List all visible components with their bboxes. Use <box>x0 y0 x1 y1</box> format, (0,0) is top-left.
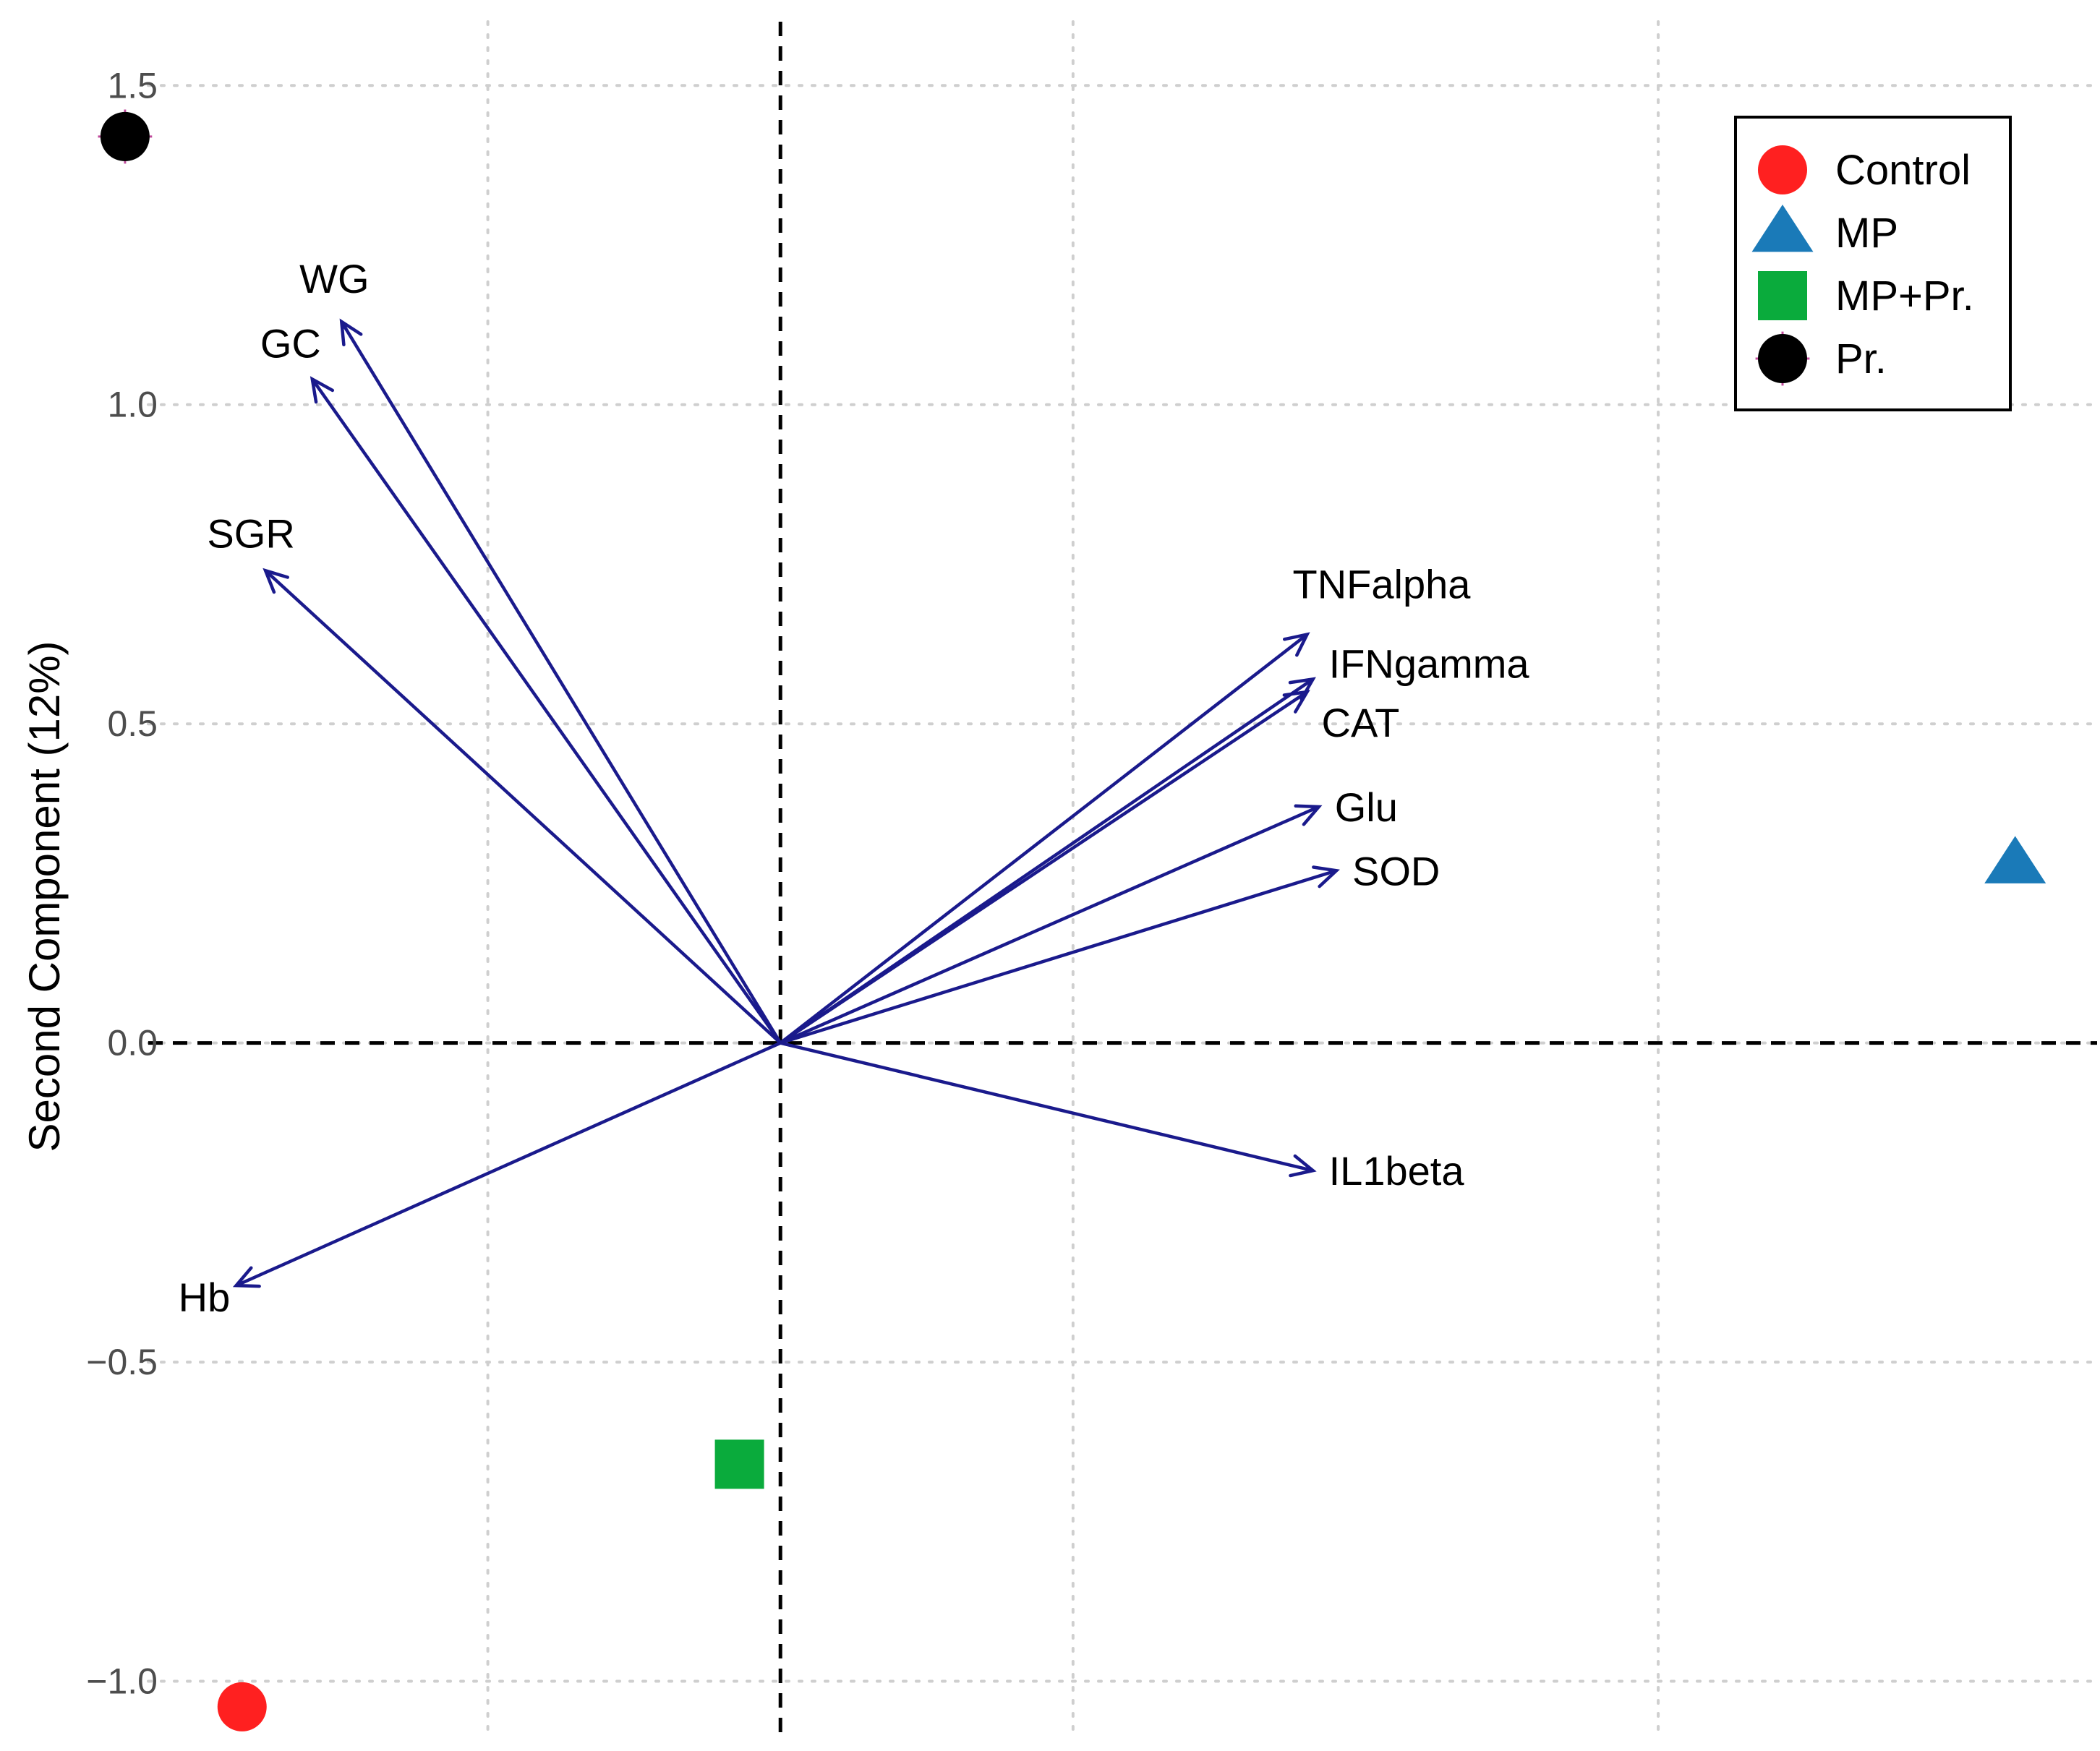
y-tick-label: 0.0 <box>107 1023 158 1063</box>
loading-label-ifngamma: IFNgamma <box>1329 641 1530 686</box>
legend-label-mp: MP <box>1835 210 1898 257</box>
loading-arrow-wg <box>340 320 782 1044</box>
group-points <box>98 109 2046 1731</box>
loading-label-glu: Glu <box>1335 784 1398 830</box>
legend-key-control <box>1758 145 1807 194</box>
legend-label-pr: Pr. <box>1835 335 1887 382</box>
y-tick-label: 1.5 <box>107 65 158 106</box>
loading-arrowhead-tnfalpha <box>1282 632 1310 657</box>
y-tick-label: −1.0 <box>86 1661 158 1702</box>
loading-arrow-sgr <box>264 569 782 1045</box>
y-tick-label: −0.5 <box>86 1342 158 1382</box>
loading-arrow-il1beta <box>780 1041 1314 1173</box>
loading-arrow-cat <box>779 690 1308 1045</box>
loading-arrows: WG GC SGR TNFalpha IFNgamma CAT Glu SOD IL1beta H… <box>179 256 1530 1320</box>
legend-key-mp <box>1751 205 1814 252</box>
loading-label-sod: SOD <box>1352 848 1440 894</box>
loading-arrow-gc <box>311 378 782 1044</box>
y-axis-label: Second Component (12%) <box>20 641 69 1152</box>
loading-arrowhead-sgr <box>262 568 289 594</box>
loading-label-il1beta: IL1beta <box>1329 1148 1465 1194</box>
y-tick-label: 0.5 <box>107 703 158 744</box>
loading-label-tnfalpha: TNFalpha <box>1293 562 1472 607</box>
loading-arrowhead-il1beta <box>1289 1154 1317 1178</box>
legend: Control MP MP+Pr. Pr. <box>1734 116 2012 411</box>
loading-arrowhead-glu <box>1294 804 1323 826</box>
loading-label-sgr: SGR <box>207 510 294 556</box>
legend-label-mp-pr: MP+Pr. <box>1835 273 1974 320</box>
loading-arrow-sod <box>780 869 1337 1045</box>
zero-reference-lines <box>148 22 2097 1739</box>
loading-label-cat: CAT <box>1322 700 1400 745</box>
loading-arrowhead-hb <box>232 1266 261 1288</box>
point-pr <box>98 109 153 164</box>
loading-arrowhead-sod <box>1312 865 1340 889</box>
loading-arrowhead-wg <box>339 318 363 347</box>
loading-arrow-tnfalpha <box>779 633 1308 1045</box>
y-axis-ticks: 1.5 1.0 0.5 0.0 −0.5 −1.0 <box>86 65 158 1701</box>
loading-label-hb: Hb <box>179 1275 231 1320</box>
loading-arrow-glu <box>780 805 1320 1045</box>
loading-label-wg: WG <box>299 256 369 301</box>
loading-arrow-hb <box>235 1041 782 1288</box>
legend-key-pr <box>1755 331 1810 386</box>
loading-arrowhead-cat <box>1282 690 1310 714</box>
loading-label-gc: GC <box>260 320 321 366</box>
legend-key-mp-pr <box>1758 271 1807 320</box>
point-mp <box>1984 836 2046 883</box>
point-control <box>217 1682 267 1731</box>
y-tick-label: 1.0 <box>107 385 158 425</box>
loading-arrowhead-gc <box>310 376 335 404</box>
legend-label-control: Control <box>1835 147 1971 194</box>
point-mp-pr <box>714 1439 764 1489</box>
